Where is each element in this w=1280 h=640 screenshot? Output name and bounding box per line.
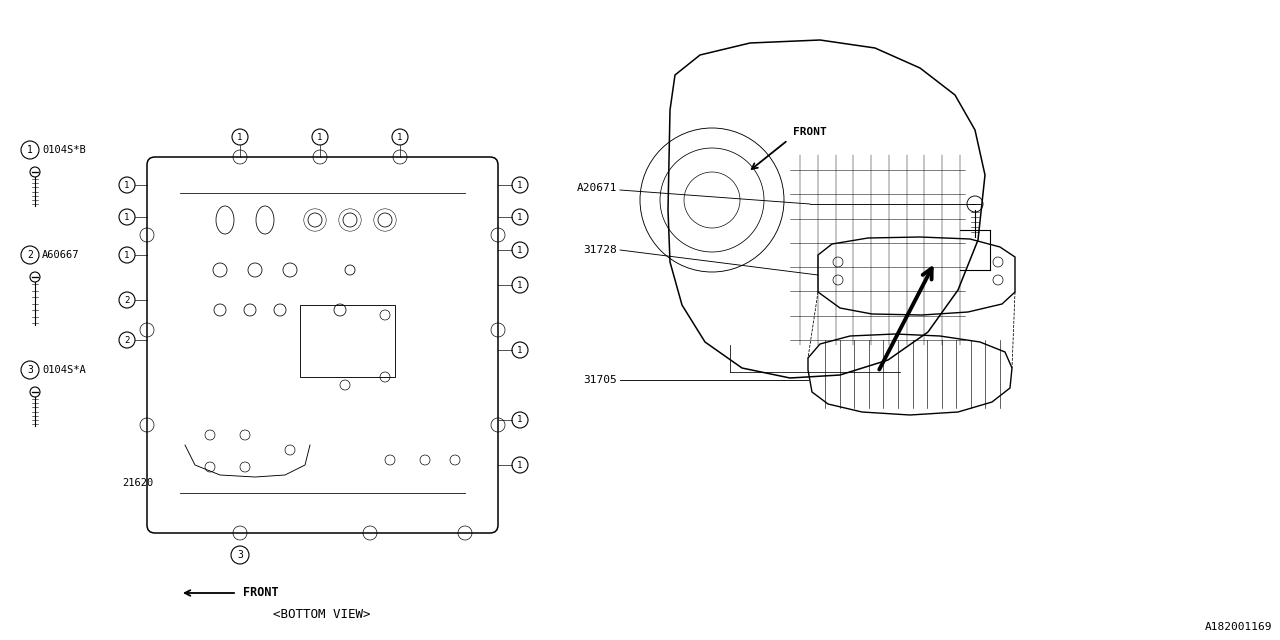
Text: 1: 1 [517, 415, 522, 424]
Text: 1: 1 [27, 145, 33, 155]
Text: FRONT: FRONT [794, 127, 827, 137]
Text: FRONT: FRONT [243, 586, 279, 600]
Text: 31705: 31705 [584, 375, 617, 385]
Text: A182001169: A182001169 [1204, 622, 1272, 632]
Text: 1: 1 [517, 180, 522, 189]
Text: 2: 2 [124, 335, 129, 344]
Text: 1: 1 [124, 250, 129, 259]
Text: 31728: 31728 [584, 245, 617, 255]
Text: 1: 1 [517, 461, 522, 470]
Bar [300, 305, 396, 377]
Text: A20671: A20671 [576, 183, 617, 193]
Text: 0104S*B: 0104S*B [42, 145, 86, 155]
Text: <BOTTOM VIEW>: <BOTTOM VIEW> [273, 609, 371, 621]
Text: 3: 3 [27, 365, 33, 375]
Text: 1: 1 [397, 132, 403, 141]
Text: 1: 1 [124, 180, 129, 189]
Text: 2: 2 [124, 296, 129, 305]
Text: 1: 1 [237, 132, 243, 141]
Text: 2: 2 [27, 250, 33, 260]
Text: A60667: A60667 [42, 250, 79, 260]
Text: 1: 1 [517, 212, 522, 221]
Text: 21620: 21620 [122, 478, 154, 488]
Text: 1: 1 [517, 246, 522, 255]
Text: 3: 3 [237, 550, 243, 560]
Text: 1: 1 [317, 132, 323, 141]
Text: 0104S*A: 0104S*A [42, 365, 86, 375]
Text: 1: 1 [517, 346, 522, 355]
Text: 1: 1 [124, 212, 129, 221]
Text: 1: 1 [517, 280, 522, 289]
